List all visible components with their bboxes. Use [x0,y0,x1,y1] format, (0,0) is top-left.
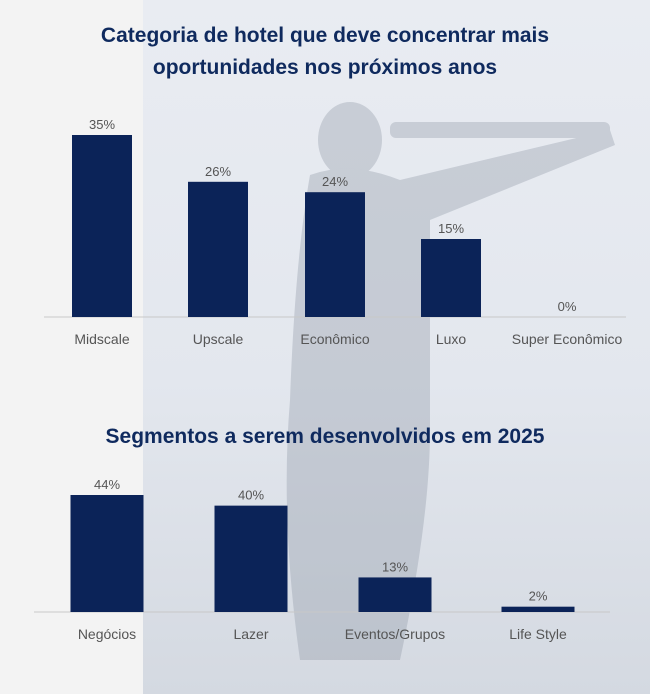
category-label: Eventos/Grupos [345,626,445,642]
bar-luxo [421,239,481,317]
chart-title-segments: Segmentos a serem desenvolvidos em 2025 [0,421,650,453]
bar-lazer [214,505,288,612]
category-label: Super Econômico [512,331,623,347]
chart-title-line-1: Segmentos a serem desenvolvidos em 2025 [105,425,545,448]
bar-upscale [188,181,248,317]
category-label: Negócios [78,626,136,642]
data-label: 40% [238,488,264,503]
data-label: 0% [558,299,577,314]
chart-title-hotel-category: Categoria de hotel que deve concentrar m… [0,20,650,84]
data-label: 35% [89,117,115,132]
bar-neg-cios [70,495,144,612]
bar-chart-hotel-category: 35% Midscale 26% Upscale 24% Econômico 15% Luxo… [44,117,626,347]
category-label: Lazer [233,626,268,642]
data-label: 13% [382,559,408,574]
data-label: 26% [205,164,231,179]
category-label: Midscale [74,331,129,347]
bar-midscale [72,135,132,317]
chart-title-line-2: oportunidades nos próximos anos [152,56,498,79]
category-label: Luxo [436,331,467,347]
category-label: Econômico [300,331,369,347]
bar-life-style [501,606,575,612]
category-label: Upscale [193,331,244,347]
data-label: 2% [529,589,548,604]
data-label: 24% [322,174,348,189]
background-silhouette [286,102,615,660]
category-label: Life Style [509,626,567,642]
bar-chart-segments: 44% Negócios 40% Lazer 13% Eventos/Grupos 2% Li… [34,477,610,642]
data-label: 44% [94,477,120,492]
chart-title-line-1: Categoria de hotel que deve concentrar m… [100,24,550,47]
bar-econ-mico [305,192,365,317]
bar-eventos-grupos [358,577,432,612]
data-label: 15% [438,221,464,236]
